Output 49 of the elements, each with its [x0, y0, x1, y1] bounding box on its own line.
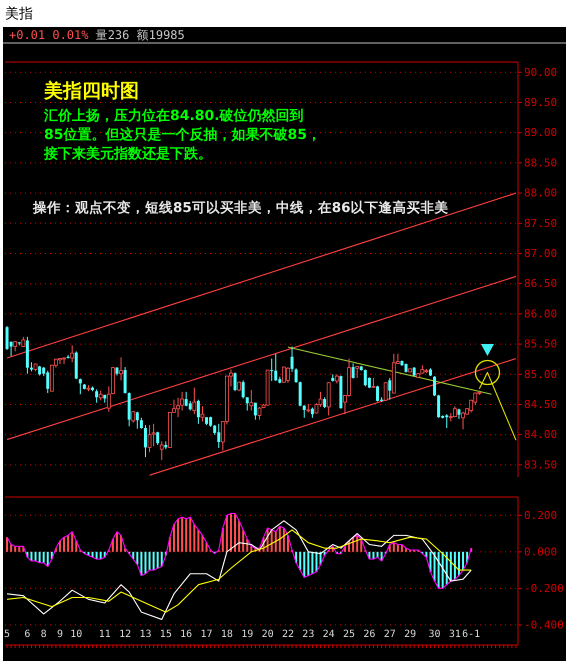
y-tick-label: 86.00: [524, 307, 558, 320]
y-tick-label: 0.200: [524, 508, 558, 522]
x-tick-label: 25: [343, 629, 356, 640]
y-tick-label: 0.000: [524, 545, 558, 558]
x-tick-label: 6: [24, 629, 30, 640]
x-tick-label: 31: [448, 629, 461, 640]
x-tick-label: 29: [404, 629, 416, 640]
x-tick-label: 30: [428, 629, 441, 640]
y-tick-label: 86.50: [524, 277, 558, 290]
x-tick-label: 9: [56, 629, 63, 640]
x-tick-label: 13: [139, 629, 152, 640]
y-tick-label: 89.00: [524, 126, 558, 140]
y-tick-label: 88.50: [524, 156, 558, 170]
x-tick-label: 8: [40, 629, 47, 640]
x-tick-label: 26: [363, 629, 376, 640]
x-tick-label: 17: [200, 629, 213, 640]
y-tick-label: 87.50: [524, 216, 558, 230]
y-tick-label: 83.50: [524, 458, 558, 472]
x-tick-label: 5: [4, 629, 10, 640]
x-tick-label: 15: [160, 629, 172, 640]
y-tick-label: 89.50: [524, 96, 558, 109]
chart-title: 美指: [5, 6, 33, 22]
x-tick-label: 27: [384, 629, 396, 640]
y-tick-label: -0.200: [524, 582, 564, 595]
y-tick-label: 84.00: [524, 428, 558, 442]
annotation: 接下来美元指数还是下跌。: [43, 145, 212, 162]
x-tick-label: 10: [70, 629, 82, 640]
annotation: 操作：观点不变，短线85可以买非美，中线，在86以下逢高买非美: [32, 199, 449, 216]
x-tick-label: 11: [98, 629, 111, 640]
x-tick-label: 22: [282, 629, 294, 640]
y-tick-label: 88.00: [524, 186, 558, 200]
x-tick-label: 19: [241, 629, 254, 640]
annotation: 85位置。但这只是一个反抽，如果不破85，: [44, 126, 321, 143]
y-tick-label: 87.00: [524, 246, 558, 260]
text: +0.01 0.01% 量236 额19985: [9, 28, 185, 42]
x-tick-label: 18: [220, 629, 233, 640]
annotation: 汇价上扬，压力位在84.80.破位仍然回到: [43, 108, 304, 124]
x-tick-label: 23: [302, 629, 314, 640]
x-tick-label: 16: [180, 629, 192, 640]
y-tick-label: 90.00: [524, 66, 558, 79]
y-tick-label: 84.50: [524, 398, 558, 412]
x-tick-label: 20: [262, 629, 274, 640]
x-tick-label: 24: [322, 629, 335, 640]
y-tick-label: 85.00: [524, 368, 558, 381]
text: 美指四时图: [43, 80, 139, 102]
y-tick-label: -0.400: [524, 618, 564, 632]
x-tick-label: 6-1: [462, 629, 480, 640]
x-tick-label: 12: [119, 629, 132, 640]
y-tick-label: 85.50: [524, 338, 558, 351]
